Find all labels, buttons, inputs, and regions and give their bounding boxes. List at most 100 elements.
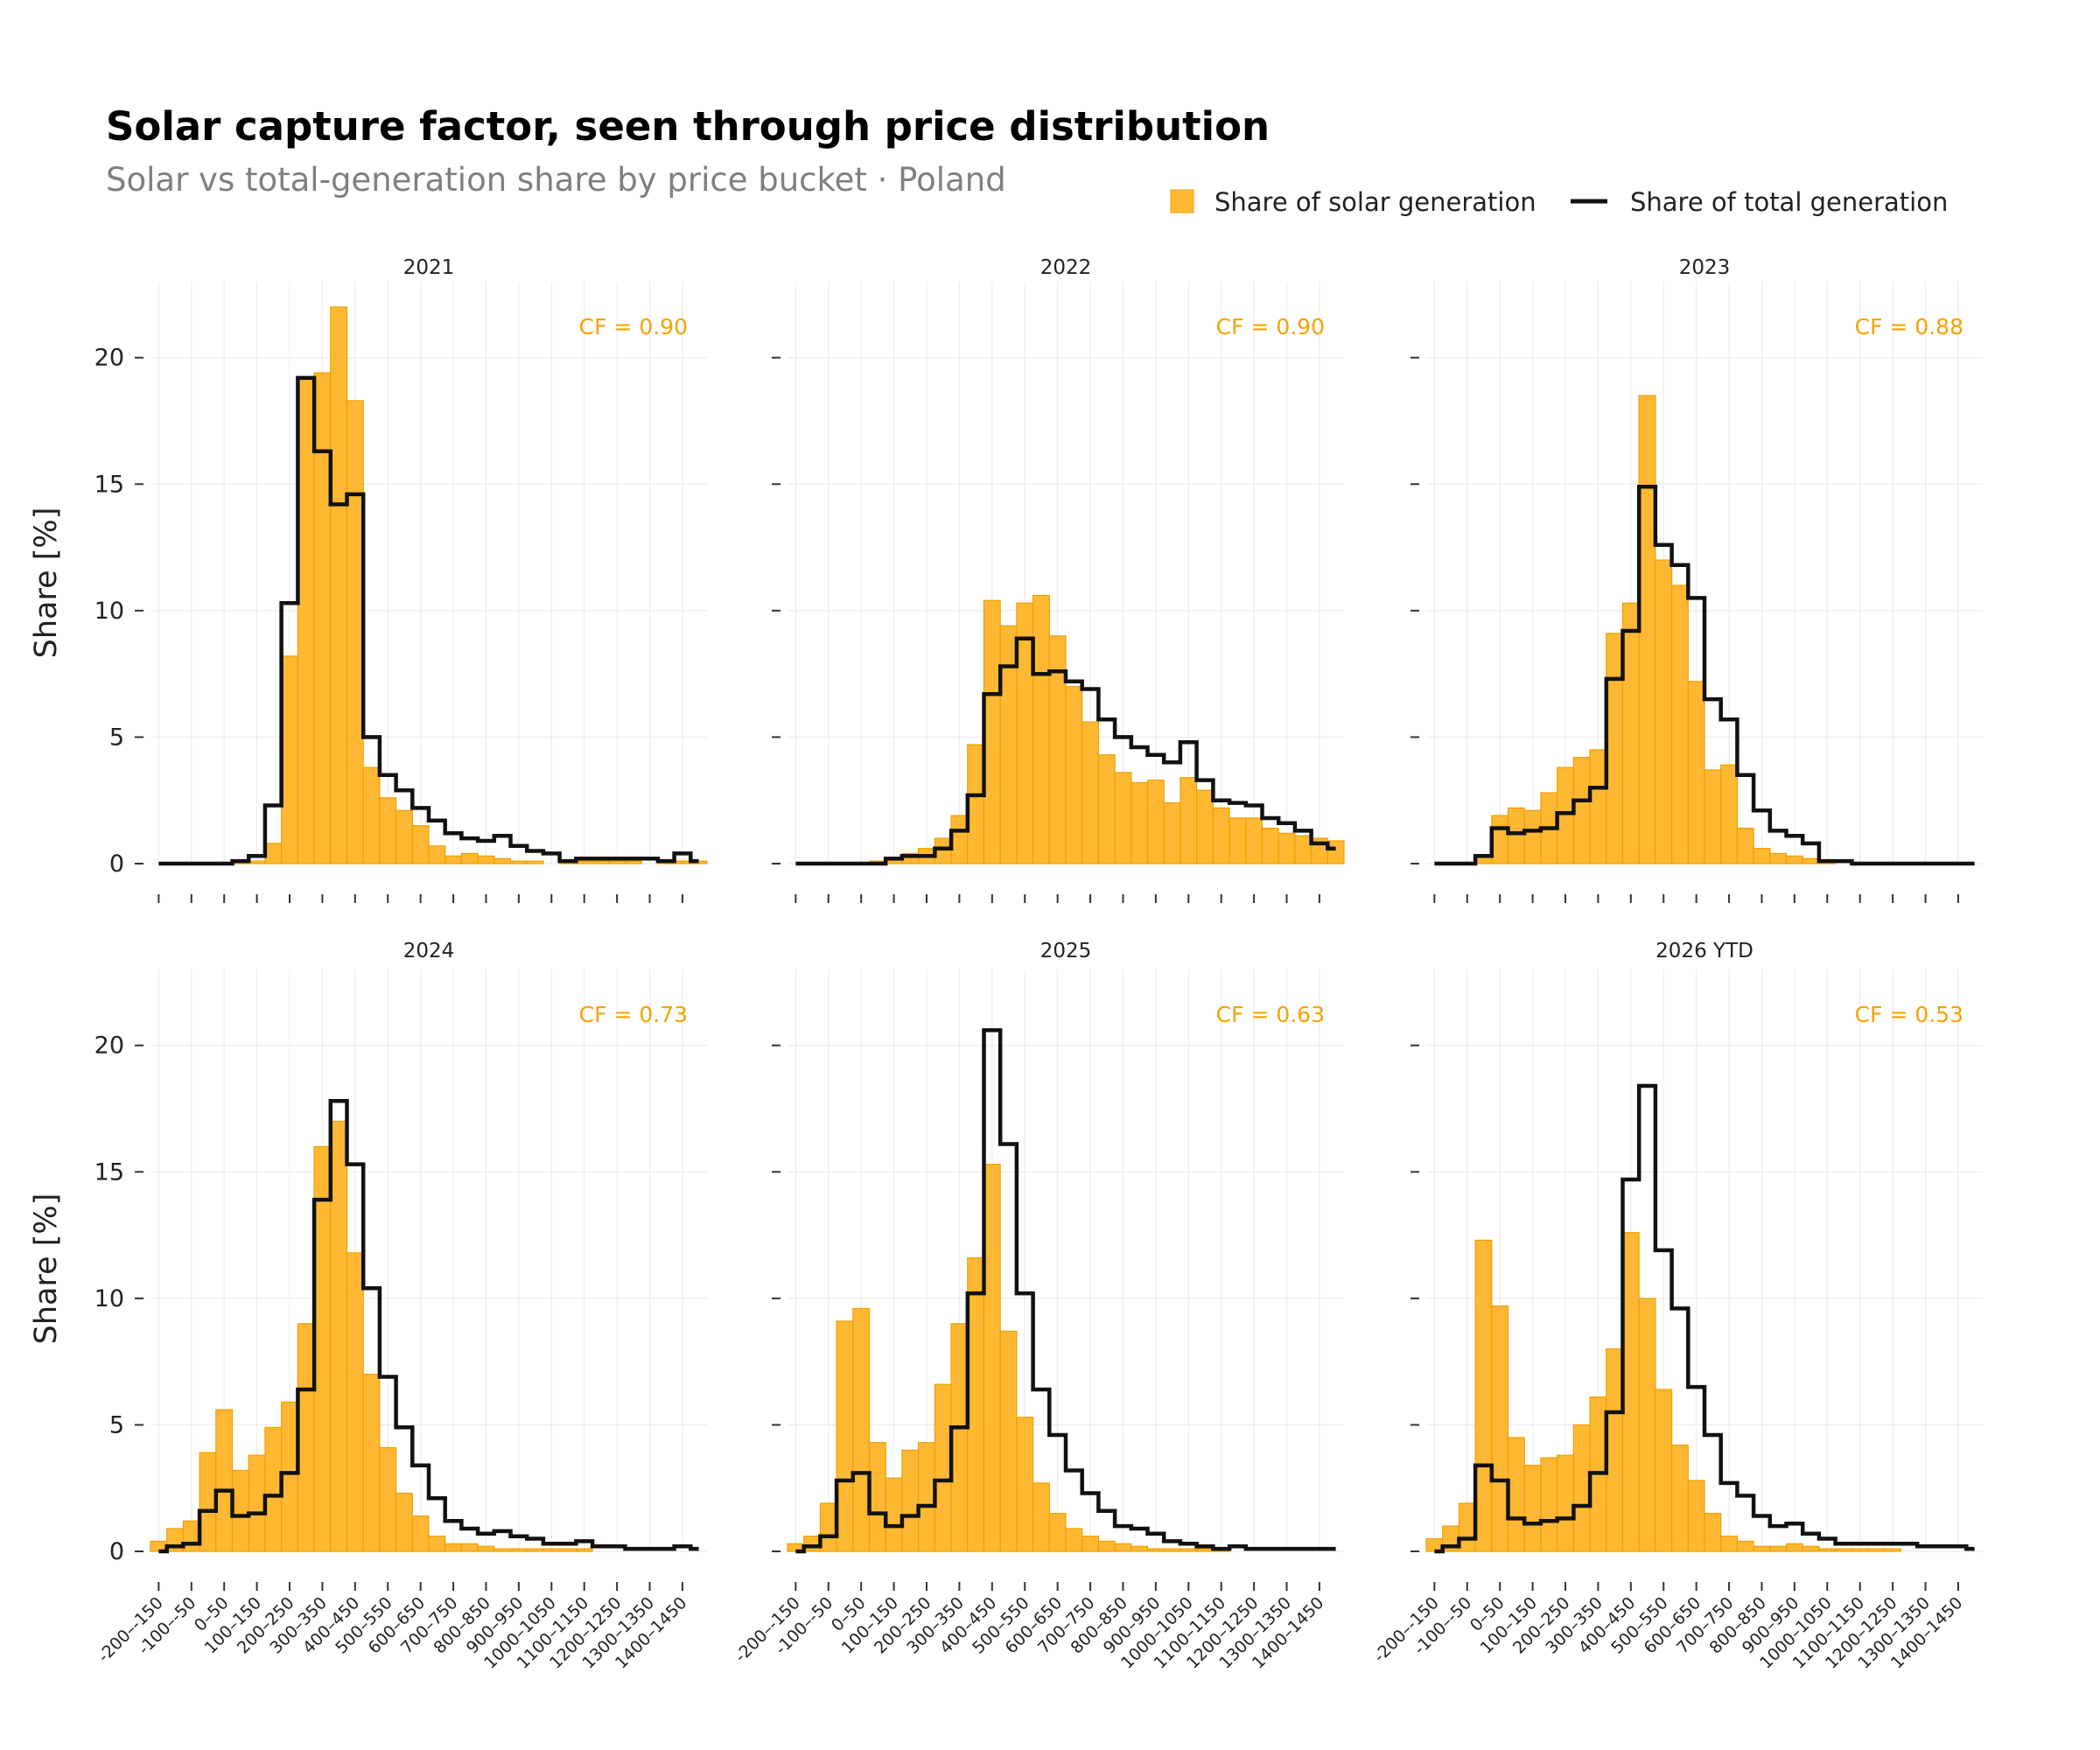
solar-bar <box>330 1120 348 1552</box>
solar-bar <box>1540 1457 1558 1552</box>
solar-bar <box>1032 594 1050 864</box>
solar-bar <box>624 860 642 864</box>
solar-bar <box>1032 1482 1050 1552</box>
grid <box>788 282 1344 864</box>
solar-bar <box>608 860 626 864</box>
solar-bar <box>934 837 952 864</box>
solar-bar <box>444 1543 463 1552</box>
solar-bar <box>379 797 397 864</box>
solar-bar <box>1670 584 1689 864</box>
legend-swatch-solar <box>1170 189 1194 214</box>
solar-bar <box>950 1323 969 1552</box>
solar-bar <box>950 815 969 864</box>
legend-label-solar: Share of solar generation <box>1214 187 1536 217</box>
solar-bars <box>1425 1232 1902 1552</box>
solar-bar <box>1753 848 1771 864</box>
solar-bar <box>1261 827 1279 864</box>
solar-bar <box>1867 1548 1886 1552</box>
solar-bar <box>313 1145 332 1552</box>
solar-bar <box>1474 1239 1493 1552</box>
y-tick-label: 10 <box>94 598 124 625</box>
y-tick-label: 15 <box>94 1158 124 1186</box>
solar-bar <box>248 1454 266 1552</box>
solar-bar <box>803 1536 822 1552</box>
solar-bar <box>999 1330 1018 1552</box>
solar-bar <box>592 860 610 864</box>
solar-bar <box>182 1520 200 1552</box>
y-axis <box>1410 356 1419 864</box>
solar-bar <box>836 1320 854 1552</box>
solar-bar <box>1572 1424 1591 1552</box>
panel-title: 2025 <box>1040 940 1092 962</box>
panel-title: 2021 <box>403 256 455 279</box>
solar-bar <box>1769 1545 1788 1552</box>
capture-factor-label: CF = 0.63 <box>1216 1002 1325 1027</box>
solar-bar <box>1736 827 1754 864</box>
y-axis-label-row2: Share [%] <box>29 1194 64 1345</box>
total-generation-line <box>158 1099 699 1554</box>
solar-bar <box>934 1383 952 1552</box>
solar-bar <box>362 766 381 864</box>
solar-bar <box>1082 721 1100 864</box>
solar-bar <box>1818 1548 1837 1552</box>
solar-bar <box>1557 766 1574 864</box>
solar-bar <box>1704 769 1722 864</box>
solar-bar <box>1097 1540 1116 1552</box>
y-axis: 0 5 10 15 20 <box>94 345 144 878</box>
solar-bar <box>1802 858 1820 864</box>
solar-bar <box>1016 1417 1034 1552</box>
solar-bar <box>215 1409 234 1552</box>
solar-bar <box>281 655 298 864</box>
y-tick-label: 5 <box>109 1411 124 1438</box>
solar-bar <box>1655 559 1673 864</box>
solar-bar <box>673 860 691 864</box>
chart-title: Solar capture factor, seen through price… <box>106 103 1270 150</box>
solar-bar <box>575 860 593 864</box>
solar-bar <box>1523 809 1542 864</box>
solar-bar <box>379 1446 397 1552</box>
x-axis <box>158 894 683 903</box>
solar-bar <box>297 1323 315 1552</box>
solar-bar <box>918 1442 935 1552</box>
panel-title: 2024 <box>403 940 455 962</box>
solar-bar <box>1720 1536 1739 1552</box>
solar-bar <box>1736 1540 1754 1552</box>
solar-bar <box>1146 1548 1165 1552</box>
solar-bar <box>1655 1389 1673 1552</box>
x-axis: -200–-150-100–-500–50100–150200–250300–3… <box>732 1582 1327 1673</box>
x-axis <box>794 894 1320 903</box>
y-axis <box>772 1044 780 1552</box>
solar-bar <box>1065 1528 1083 1552</box>
y-axis <box>1410 1044 1419 1552</box>
solar-bar <box>1278 832 1296 864</box>
legend-label-total: Share of total generation <box>1630 187 1948 217</box>
grid <box>150 970 707 1552</box>
solar-bar <box>1802 1545 1820 1552</box>
solar-bar <box>1638 1298 1656 1552</box>
panels: 2021 CF = 0.90 0 5 10 15 20 2022 CF = 0.90 2023 CF… <box>94 256 1983 1673</box>
solar-bar <box>346 1252 364 1552</box>
solar-bar <box>1785 855 1803 864</box>
solar-bar <box>1196 789 1214 864</box>
solar-bar <box>1704 1513 1722 1552</box>
y-tick-label: 0 <box>109 850 124 878</box>
solar-bar <box>1196 1548 1214 1552</box>
solar-bar <box>526 1548 544 1552</box>
solar-bar <box>526 860 544 864</box>
grid <box>150 282 707 864</box>
solar-bar <box>1016 602 1034 864</box>
capture-factor-label: CF = 0.88 <box>1855 314 1964 340</box>
solar-bar <box>1687 681 1705 864</box>
solar-bar <box>1097 754 1116 864</box>
solar-bar <box>395 809 413 864</box>
solar-bar <box>1163 1548 1181 1552</box>
solar-bar <box>264 1426 283 1552</box>
solar-bar <box>868 1442 886 1552</box>
solar-bar <box>313 372 332 864</box>
solar-bar <box>1621 1232 1640 1552</box>
panel-2026-ytd: 2026 YTD CF = 0.53 -200–-150-100–-500–5010… <box>1370 940 1983 1673</box>
solar-bar <box>1769 852 1788 864</box>
solar-bar <box>999 625 1018 864</box>
solar-bar <box>395 1492 413 1552</box>
solar-bar <box>1572 756 1591 864</box>
